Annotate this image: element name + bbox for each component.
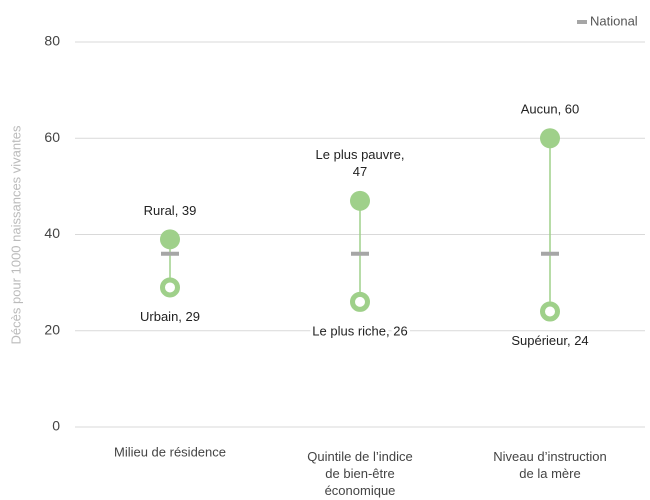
low-label: Urbain, 29	[140, 309, 200, 324]
y-axis-label: Décès pour 1000 naissances vivantes	[8, 125, 23, 344]
x-tick-label: Milieu de résidence	[114, 444, 226, 459]
high-dot	[350, 190, 370, 211]
y-tick-label: 80	[44, 33, 60, 49]
y-tick-label: 0	[52, 418, 60, 434]
y-tick-label: 40	[44, 225, 60, 241]
low-label: Le plus riche, 26	[312, 323, 407, 338]
high-dot	[160, 229, 180, 250]
high-dot	[540, 128, 560, 149]
y-tick-label: 60	[44, 129, 60, 145]
x-tick-label: Niveau d’instruction de la mère	[493, 449, 606, 481]
legend-label: National	[590, 13, 638, 28]
high-label: Le plus pauvre, 47	[316, 147, 405, 179]
low-dot	[350, 291, 370, 312]
low-dot	[540, 301, 560, 322]
high-label: Rural, 39	[144, 203, 197, 218]
y-tick-label: 20	[44, 321, 60, 337]
high-label: Aucun, 60	[521, 102, 580, 117]
low-label: Supérieur, 24	[511, 333, 588, 348]
low-dot	[160, 277, 180, 298]
x-tick-label: Quintile de l’indice de bien-être économiq…	[307, 449, 413, 498]
